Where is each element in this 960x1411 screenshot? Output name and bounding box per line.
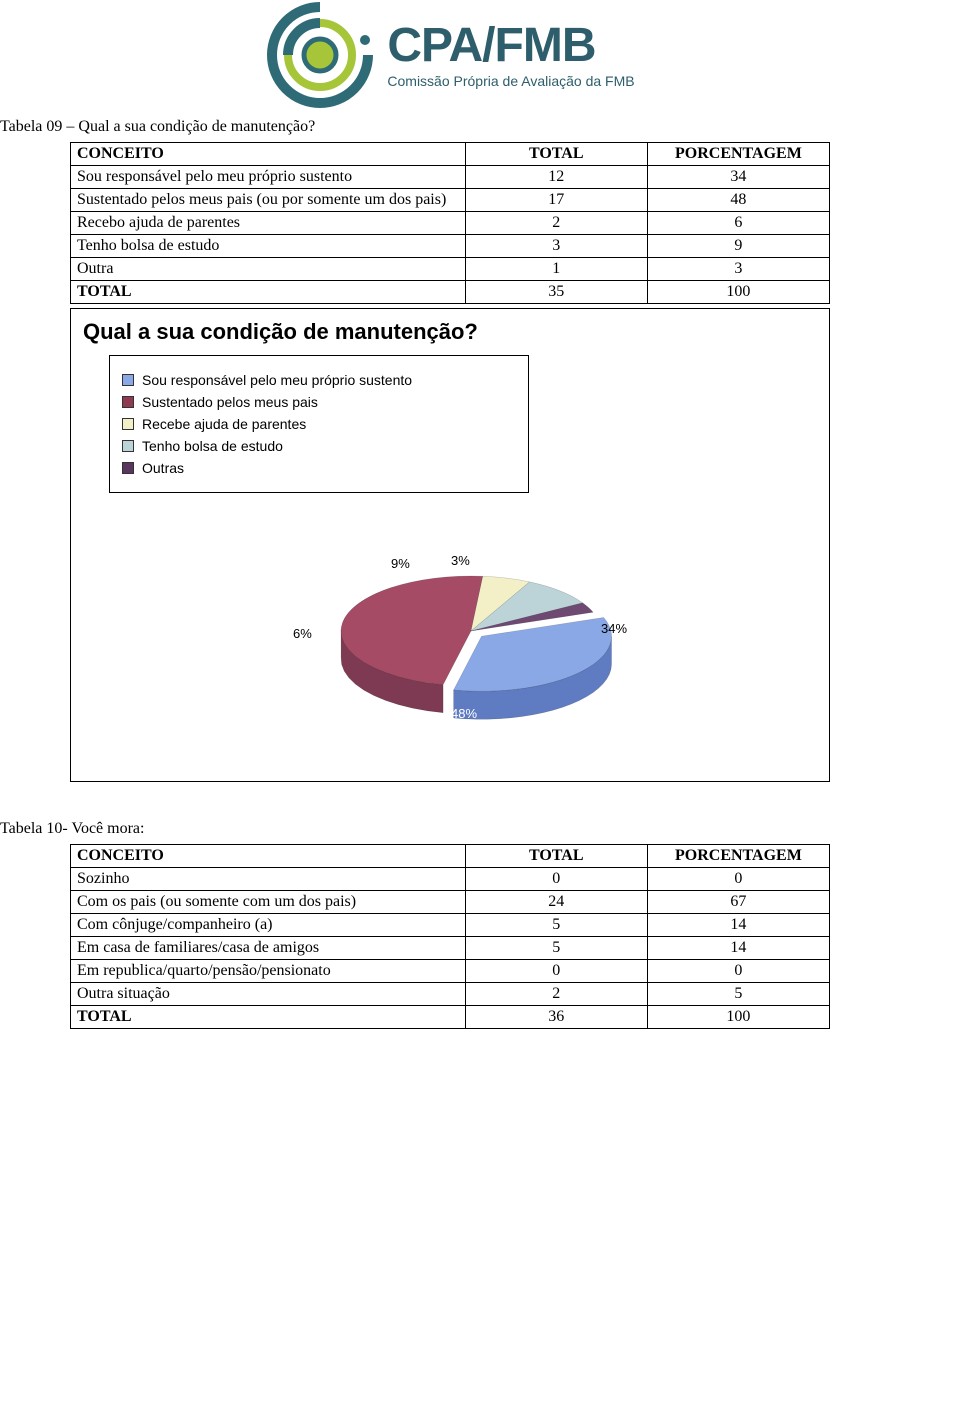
legend-item: Recebe ajuda de parentes xyxy=(122,416,516,432)
legend-item: Tenho bolsa de estudo xyxy=(122,438,516,454)
legend-swatch xyxy=(122,418,134,430)
table-cell: 100 xyxy=(647,1006,829,1029)
legend-label: Recebe ajuda de parentes xyxy=(142,416,306,432)
logo: CPA/FMB Comissão Própria de Avaliação da… xyxy=(265,0,634,110)
table-row: Em republica/quarto/pensão/pensionato 0 … xyxy=(71,960,830,983)
pie-chart-svg xyxy=(311,551,631,751)
table-row: Com os pais (ou somente com um dos pais)… xyxy=(71,891,830,914)
table-header: PORCENTAGEM xyxy=(647,143,829,166)
table-row: Recebo ajuda de parentes 2 6 xyxy=(71,212,830,235)
chart-title: Qual a sua condição de manutenção? xyxy=(83,319,819,345)
table-cell: 3 xyxy=(647,258,829,281)
table-cell: Outra situação xyxy=(71,983,466,1006)
table-row: Sou responsável pelo meu próprio sustent… xyxy=(71,166,830,189)
table-cell: 2 xyxy=(465,212,647,235)
table-cell: Em casa de familiares/casa de amigos xyxy=(71,937,466,960)
table-cell: 48 xyxy=(647,189,829,212)
logo-main-text: CPA/FMB xyxy=(387,22,634,70)
table2: CONCEITO TOTAL PORCENTAGEM Sozinho 0 0 C… xyxy=(70,844,830,1029)
table-row: Sustentado pelos meus pais (ou por somen… xyxy=(71,189,830,212)
legend-label: Outras xyxy=(142,460,184,476)
table-header: TOTAL xyxy=(465,845,647,868)
table-cell: Recebo ajuda de parentes xyxy=(71,212,466,235)
table1-caption: Tabela 09 – Qual a sua condição de manut… xyxy=(0,118,900,136)
table-row: Sozinho 0 0 xyxy=(71,868,830,891)
table-cell: TOTAL xyxy=(71,281,466,304)
legend-swatch xyxy=(122,462,134,474)
table-header-row: CONCEITO TOTAL PORCENTAGEM xyxy=(71,845,830,868)
table-cell: Em republica/quarto/pensão/pensionato xyxy=(71,960,466,983)
table1: CONCEITO TOTAL PORCENTAGEM Sou responsáv… xyxy=(70,142,830,304)
table-cell: 6 xyxy=(647,212,829,235)
table-cell: 14 xyxy=(647,937,829,960)
table-cell: 0 xyxy=(465,960,647,983)
table-cell: Sustentado pelos meus pais (ou por somen… xyxy=(71,189,466,212)
table-header: CONCEITO xyxy=(71,143,466,166)
chart-legend: Sou responsável pelo meu próprio sustent… xyxy=(109,355,529,493)
table-cell: 14 xyxy=(647,914,829,937)
pie-chart: 34% 48% 6% 9% 3% xyxy=(81,511,819,771)
pie-label-6: 6% xyxy=(293,626,312,641)
table-cell: 3 xyxy=(465,235,647,258)
table-cell: Sozinho xyxy=(71,868,466,891)
table-row: Em casa de familiares/casa de amigos 5 1… xyxy=(71,937,830,960)
legend-label: Sustentado pelos meus pais xyxy=(142,394,318,410)
pie-label-3: 3% xyxy=(451,553,470,568)
table-cell: 0 xyxy=(647,960,829,983)
pie-label-34: 34% xyxy=(601,621,627,636)
legend-swatch xyxy=(122,440,134,452)
logo-icon xyxy=(265,0,375,110)
table-row: TOTAL 36 100 xyxy=(71,1006,830,1029)
pie-label-9: 9% xyxy=(391,556,410,571)
table-cell: 17 xyxy=(465,189,647,212)
table-header: CONCEITO xyxy=(71,845,466,868)
table-header: PORCENTAGEM xyxy=(647,845,829,868)
table-cell: 35 xyxy=(465,281,647,304)
table-cell: Sou responsável pelo meu próprio sustent… xyxy=(71,166,466,189)
table-cell: 5 xyxy=(465,937,647,960)
table-cell: 24 xyxy=(465,891,647,914)
table-row: Com cônjuge/companheiro (a) 5 14 xyxy=(71,914,830,937)
chart-container: Qual a sua condição de manutenção? Sou r… xyxy=(70,308,830,782)
legend-swatch xyxy=(122,396,134,408)
table-row: Tenho bolsa de estudo 3 9 xyxy=(71,235,830,258)
table-cell: 100 xyxy=(647,281,829,304)
table-cell: 36 xyxy=(465,1006,647,1029)
table-cell: 67 xyxy=(647,891,829,914)
logo-sub-text: Comissão Própria de Avaliação da FMB xyxy=(387,74,634,88)
table-header: TOTAL xyxy=(465,143,647,166)
legend-item: Sustentado pelos meus pais xyxy=(122,394,516,410)
legend-swatch xyxy=(122,374,134,386)
table-header-row: CONCEITO TOTAL PORCENTAGEM xyxy=(71,143,830,166)
table-cell: 34 xyxy=(647,166,829,189)
table-cell: 9 xyxy=(647,235,829,258)
legend-label: Tenho bolsa de estudo xyxy=(142,438,283,454)
table-cell: Com cônjuge/companheiro (a) xyxy=(71,914,466,937)
table-cell: 1 xyxy=(465,258,647,281)
table-cell: 5 xyxy=(647,983,829,1006)
logo-header: CPA/FMB Comissão Própria de Avaliação da… xyxy=(0,0,900,110)
table-cell: 2 xyxy=(465,983,647,1006)
table-cell: 5 xyxy=(465,914,647,937)
table-cell: 0 xyxy=(647,868,829,891)
legend-item: Sou responsável pelo meu próprio sustent… xyxy=(122,372,516,388)
legend-item: Outras xyxy=(122,460,516,476)
table-cell: Tenho bolsa de estudo xyxy=(71,235,466,258)
table-cell: Com os pais (ou somente com um dos pais) xyxy=(71,891,466,914)
table-row: Outra situação 2 5 xyxy=(71,983,830,1006)
table-row: Outra 1 3 xyxy=(71,258,830,281)
table2-caption: Tabela 10- Você mora: xyxy=(0,820,900,838)
pie-label-48: 48% xyxy=(451,706,477,721)
table-cell: TOTAL xyxy=(71,1006,466,1029)
table-cell: 0 xyxy=(465,868,647,891)
legend-label: Sou responsável pelo meu próprio sustent… xyxy=(142,372,412,388)
table-cell: Outra xyxy=(71,258,466,281)
table-row: TOTAL 35 100 xyxy=(71,281,830,304)
table-cell: 12 xyxy=(465,166,647,189)
